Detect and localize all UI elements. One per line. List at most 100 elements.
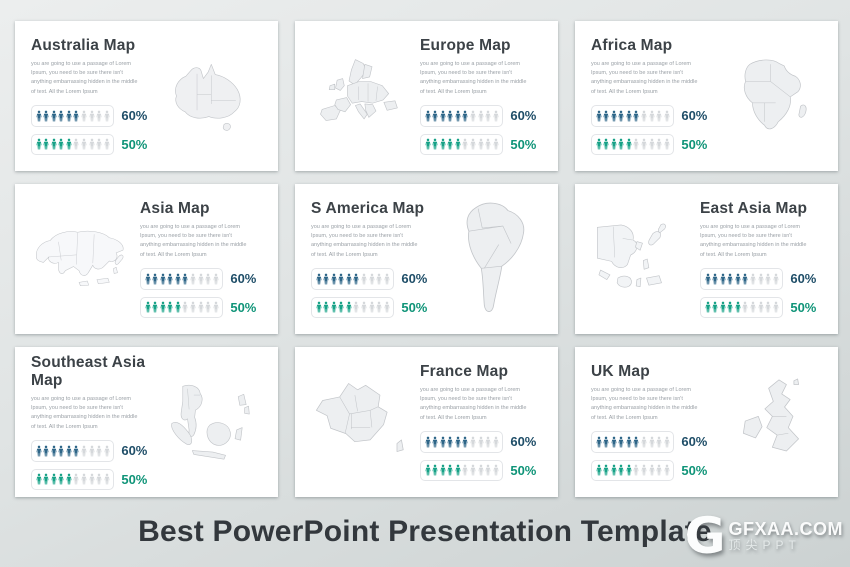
person-icon — [425, 464, 430, 476]
people-pictograph — [700, 268, 784, 290]
slide-text-column: East Asia Map you are going to use a pas… — [700, 200, 822, 319]
person-icon — [712, 301, 718, 313]
slide-card: Europe Map you are going to use a passag… — [295, 21, 558, 171]
people-pictograph — [420, 105, 504, 127]
footer: Best PowerPoint Presentation Template — [0, 497, 850, 567]
person-icon — [369, 301, 375, 313]
person-icon — [104, 110, 110, 122]
person-icon — [425, 110, 430, 122]
person-icon — [81, 445, 87, 456]
person-icon — [455, 138, 461, 150]
person-icon — [58, 110, 64, 122]
person-icon — [596, 436, 601, 448]
slide-title: France Map — [420, 362, 509, 380]
stat-row: 60% — [31, 440, 153, 462]
person-icon — [611, 110, 617, 122]
person-icon — [633, 110, 639, 122]
people-pictograph — [591, 431, 675, 453]
person-icon — [485, 436, 491, 448]
slide-title: S America Map — [311, 199, 425, 217]
person-icon — [656, 138, 662, 150]
slide-text-column: France Map you are going to use a passag… — [420, 362, 542, 482]
person-icon — [641, 436, 647, 448]
person-icon — [440, 138, 446, 150]
person-icon — [369, 273, 375, 285]
slide-stats: 60% 50% — [311, 268, 433, 319]
person-icon — [735, 301, 741, 313]
person-icon — [36, 473, 41, 485]
slide-stats: 60% 50% — [140, 268, 262, 319]
person-icon — [167, 273, 173, 285]
person-icon — [376, 273, 382, 285]
person-icon — [611, 138, 617, 150]
person-icon — [596, 110, 601, 122]
person-icon — [712, 273, 718, 285]
stat-percentage: 60% — [681, 434, 708, 450]
person-icon — [470, 436, 476, 448]
slide-text-column: S America Map you are going to use a pas… — [311, 199, 433, 319]
person-icon — [432, 464, 438, 476]
stat-row: 60% — [420, 431, 542, 453]
people-pictograph — [420, 133, 504, 156]
person-icon — [750, 273, 756, 285]
slide-title: UK Map — [591, 362, 650, 380]
watermark-tagline: 顶尖PPT — [728, 537, 801, 552]
person-icon — [58, 138, 64, 150]
people-pictograph — [140, 296, 224, 319]
person-icon — [361, 301, 367, 313]
person-icon — [316, 273, 321, 285]
person-icon — [626, 464, 632, 476]
person-icon — [440, 110, 446, 122]
stat-row: 50% — [31, 133, 153, 156]
person-icon — [73, 110, 79, 122]
person-icon — [190, 301, 196, 313]
person-icon — [213, 301, 219, 313]
southeastasia-map-graphic — [171, 384, 250, 460]
slide-title: Asia Map — [140, 199, 210, 217]
person-icon — [656, 464, 662, 476]
france-map-graphic — [316, 383, 404, 452]
stat-percentage: 60% — [681, 108, 708, 124]
person-icon — [735, 273, 741, 285]
person-icon — [104, 473, 110, 485]
person-icon — [43, 445, 49, 456]
slide-card: Asia Map you are going to use a passage … — [15, 184, 278, 334]
person-icon — [664, 110, 670, 122]
slide-title: Southeast Asia Map — [31, 354, 146, 389]
stat-percentage: 60% — [510, 108, 537, 124]
asia-map-graphic — [36, 230, 124, 287]
slide-text-column: Australia Map you are going to use a pas… — [31, 37, 153, 156]
person-icon — [462, 464, 468, 476]
slide-stats: 60% 50% — [591, 105, 713, 156]
stat-percentage: 50% — [681, 136, 708, 152]
person-icon — [493, 138, 499, 150]
person-icon — [145, 273, 150, 285]
person-icon — [81, 110, 87, 122]
person-icon — [36, 110, 41, 122]
watermark-site: GFXAA.COM — [728, 519, 843, 539]
person-icon — [705, 273, 710, 285]
uk-map-graphic — [742, 378, 799, 452]
person-icon — [182, 301, 188, 313]
person-icon — [626, 110, 632, 122]
person-icon — [641, 110, 647, 122]
person-icon — [664, 464, 670, 476]
person-icon — [742, 301, 748, 313]
person-icon — [596, 138, 601, 150]
g-logo-icon: G — [684, 506, 726, 565]
people-pictograph — [420, 459, 504, 482]
stat-row: 60% — [700, 268, 822, 290]
person-icon — [705, 301, 710, 313]
person-icon — [485, 110, 491, 122]
person-icon — [81, 473, 87, 485]
stat-percentage: 60% — [790, 271, 817, 287]
person-icon — [205, 301, 211, 313]
person-icon — [750, 301, 756, 313]
stat-percentage: 60% — [230, 271, 257, 287]
slide-text-column: Southeast Asia Map you are going to use … — [31, 354, 153, 490]
people-pictograph — [591, 105, 675, 127]
person-icon — [425, 138, 430, 150]
slide-card: S America Map you are going to use a pas… — [295, 184, 558, 334]
stat-percentage: 50% — [230, 299, 257, 315]
person-icon — [455, 436, 461, 448]
